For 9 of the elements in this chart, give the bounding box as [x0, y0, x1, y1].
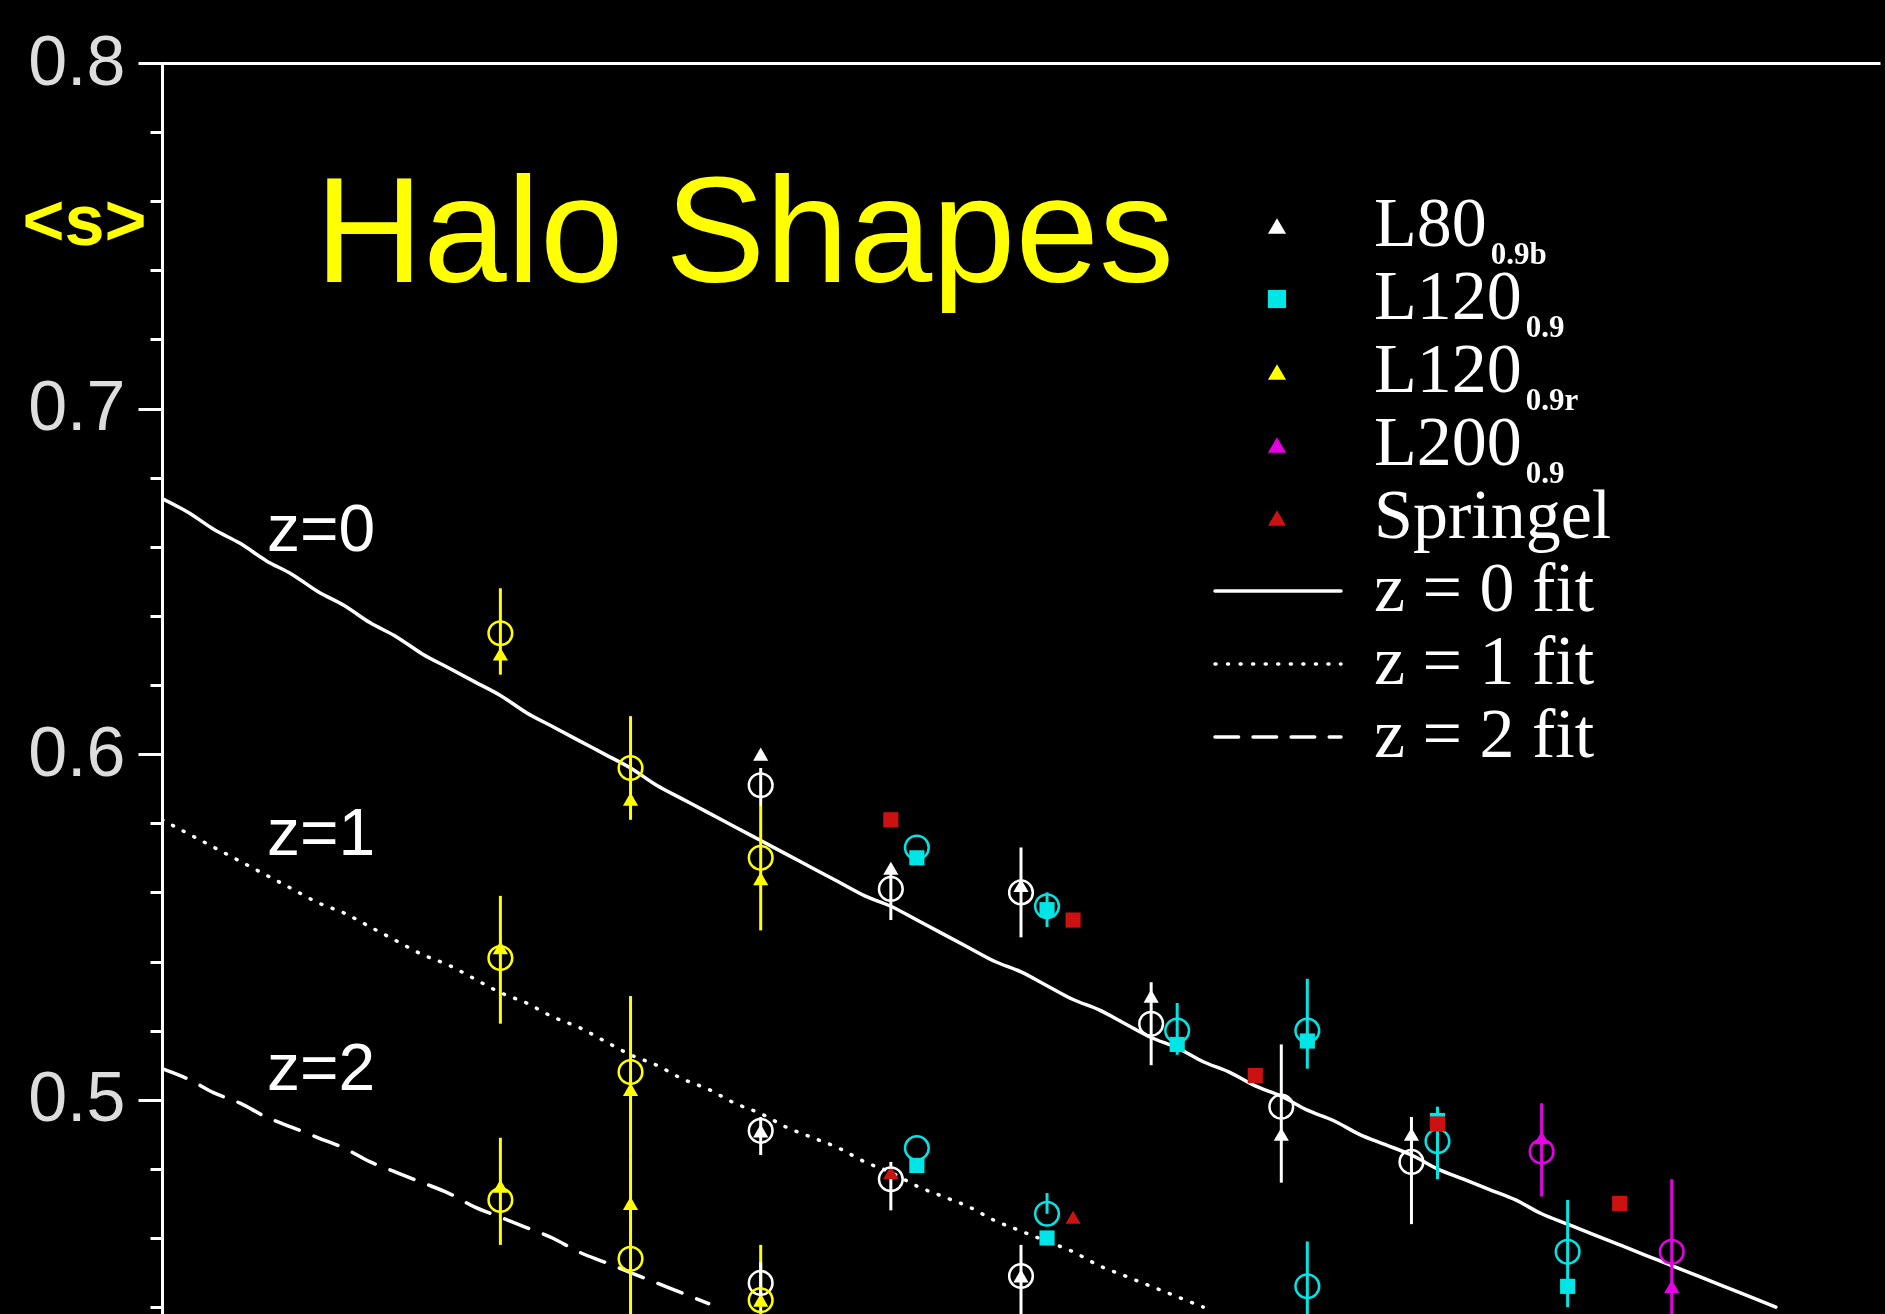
y-tick-label: 0.8: [28, 21, 126, 100]
annotation: z=1: [267, 795, 376, 869]
y-tick-label: 0.7: [28, 367, 126, 446]
y-tick-label: 0.6: [28, 712, 126, 791]
annotation: z=0: [267, 491, 376, 565]
y-tick-label: 0.5: [28, 1058, 126, 1137]
annotation: z=2: [267, 1030, 376, 1104]
y-axis-title: <s>: [22, 179, 147, 260]
text: Halo Shapes: [315, 146, 1174, 314]
